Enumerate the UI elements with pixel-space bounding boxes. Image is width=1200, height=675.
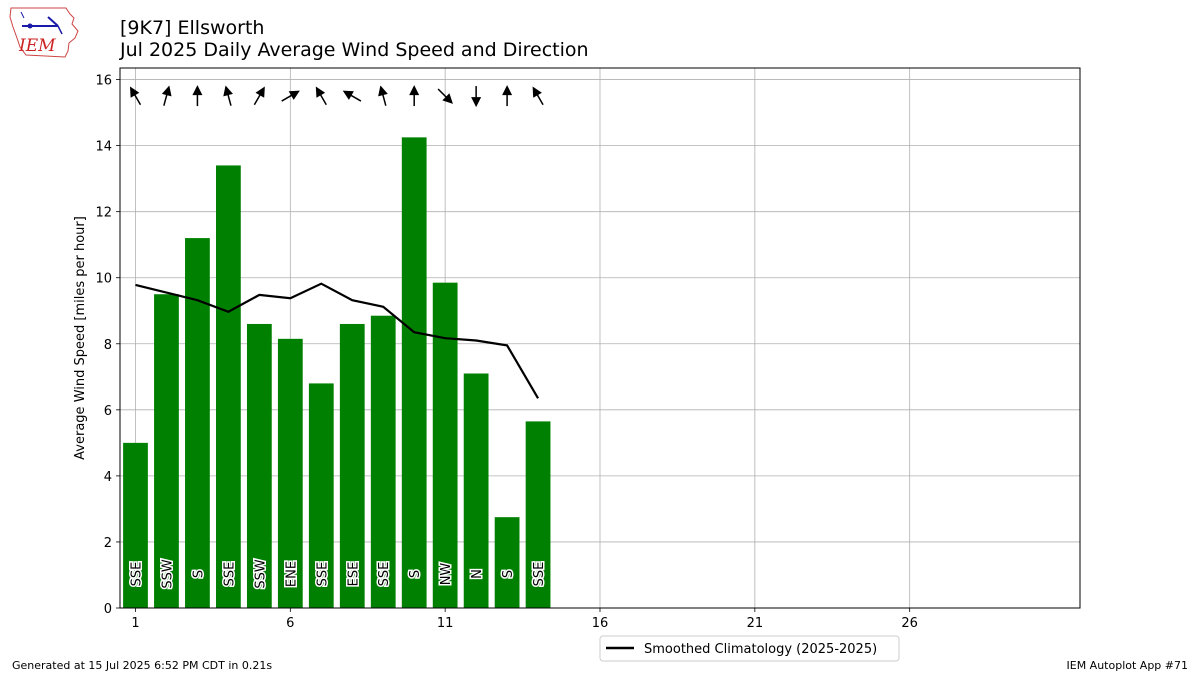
direction-label: N <box>470 569 485 579</box>
wind-arrow-head <box>255 86 265 98</box>
wind-arrow <box>315 86 327 106</box>
wind-arrow-shaft <box>319 93 327 106</box>
iem-logo-text: IEM <box>18 36 56 56</box>
wind-bar <box>277 338 303 608</box>
wind-arrow-head <box>342 90 354 100</box>
x-tick-label: 6 <box>286 616 294 631</box>
direction-label: S <box>408 570 423 578</box>
chart-subtitle: Jul 2025 Daily Average Wind Speed and Di… <box>120 39 589 61</box>
y-tick-label: 14 <box>95 140 112 155</box>
wind-arrow-head <box>192 85 203 96</box>
direction-label: SSE <box>222 562 237 587</box>
wind-arrow-shaft <box>253 93 262 106</box>
direction-labels: SSE SSW S SSE SSW ENE SSE ESE SSE S NW N S SSE <box>128 558 549 591</box>
climatology-line <box>135 282 540 399</box>
y-tick-label: 16 <box>95 74 112 89</box>
wind-arrow <box>502 85 513 107</box>
wind-bar <box>494 517 520 608</box>
wind-arrow <box>281 90 300 102</box>
wind-arrow-shaft <box>381 92 387 106</box>
chart-title: [9K7] Ellsworth <box>120 17 265 39</box>
wind-arrow-head <box>502 85 513 96</box>
climatology-line-path <box>135 282 540 399</box>
wind-arrow <box>223 85 233 106</box>
legend-label: Smoothed Climatology (2025-2025) <box>644 642 877 657</box>
wind-arrow <box>342 90 362 102</box>
y-tick-label: 0 <box>104 602 112 617</box>
wind-bar <box>246 323 272 608</box>
wind-arrow-head <box>288 90 300 100</box>
legend: Smoothed Climatology (2025-2025) <box>599 635 900 662</box>
wind-arrow <box>253 86 265 106</box>
wind-arrow-shaft <box>133 93 142 106</box>
wind-arrow <box>378 85 388 106</box>
y-axis-label: Average Wind Speed [miles per hour] <box>73 216 88 460</box>
wind-arrow-head <box>223 85 233 97</box>
wind-bar <box>339 323 365 608</box>
wind-arrow <box>471 86 482 108</box>
wind-arrow <box>129 86 142 106</box>
direction-label: S <box>191 570 206 578</box>
wind-bar <box>123 442 148 608</box>
direction-label: SSE <box>532 562 547 587</box>
footer-app-text: IEM Autoplot App #71 <box>1066 659 1189 672</box>
wind-bar <box>525 421 551 608</box>
direction-label: ENE <box>284 561 299 587</box>
wind-bar <box>401 137 427 609</box>
wind-bar <box>154 294 179 608</box>
wind-arrow-shaft <box>226 92 232 106</box>
bars <box>123 137 551 609</box>
wind-arrow-head <box>471 97 482 108</box>
wind-arrow-shaft <box>437 88 448 99</box>
wind-arrow-shaft <box>349 93 362 102</box>
direction-label: SSW <box>160 559 175 589</box>
x-tick-label: 21 <box>747 616 764 631</box>
wind-bar <box>185 238 210 608</box>
x-tick-label: 16 <box>592 616 609 631</box>
wind-arrow-head <box>161 85 172 97</box>
y-tick-label: 8 <box>104 338 112 353</box>
wind-arrow-head <box>532 86 542 98</box>
footer-generated-text: Generated at 15 Jul 2025 6:52 PM CDT in … <box>12 659 273 672</box>
direction-label: NW <box>439 563 454 586</box>
wind-arrow <box>409 85 420 107</box>
wind-arrow-head <box>315 86 326 98</box>
direction-label: SSE <box>129 562 144 587</box>
y-tick-label: 6 <box>104 404 112 419</box>
wind-arrow <box>192 85 203 107</box>
x-tick-label: 11 <box>437 616 454 631</box>
y-tick-label: 4 <box>104 470 112 485</box>
wind-arrow-head <box>129 86 140 98</box>
wind-arrow-shaft <box>281 93 294 102</box>
x-tick-label: 1 <box>131 616 139 631</box>
x-tick-label: 26 <box>901 616 918 631</box>
wind-arrow-shaft <box>163 92 168 106</box>
wind-arrow-head <box>409 85 420 96</box>
y-tick-label: 10 <box>95 272 112 287</box>
wind-bar <box>370 315 396 608</box>
y-tick-label: 12 <box>95 206 112 221</box>
direction-arrows <box>129 85 544 108</box>
wind-arrow <box>532 86 544 106</box>
wind-arrow <box>161 85 172 106</box>
wind-bar <box>216 165 241 608</box>
wind-arrow-shaft <box>535 93 544 106</box>
direction-label: ESE <box>346 562 361 587</box>
wind-bar <box>308 383 334 608</box>
y-tick-label: 2 <box>104 536 112 551</box>
iem-logo: IEM <box>8 5 80 63</box>
direction-label: SSE <box>315 562 330 587</box>
wind-bar <box>463 373 489 608</box>
wind-arrow-head <box>378 85 388 97</box>
direction-label: S <box>501 570 516 578</box>
direction-label: SSW <box>253 559 268 589</box>
direction-label: SSE <box>377 562 392 587</box>
wind-bar <box>432 282 458 608</box>
